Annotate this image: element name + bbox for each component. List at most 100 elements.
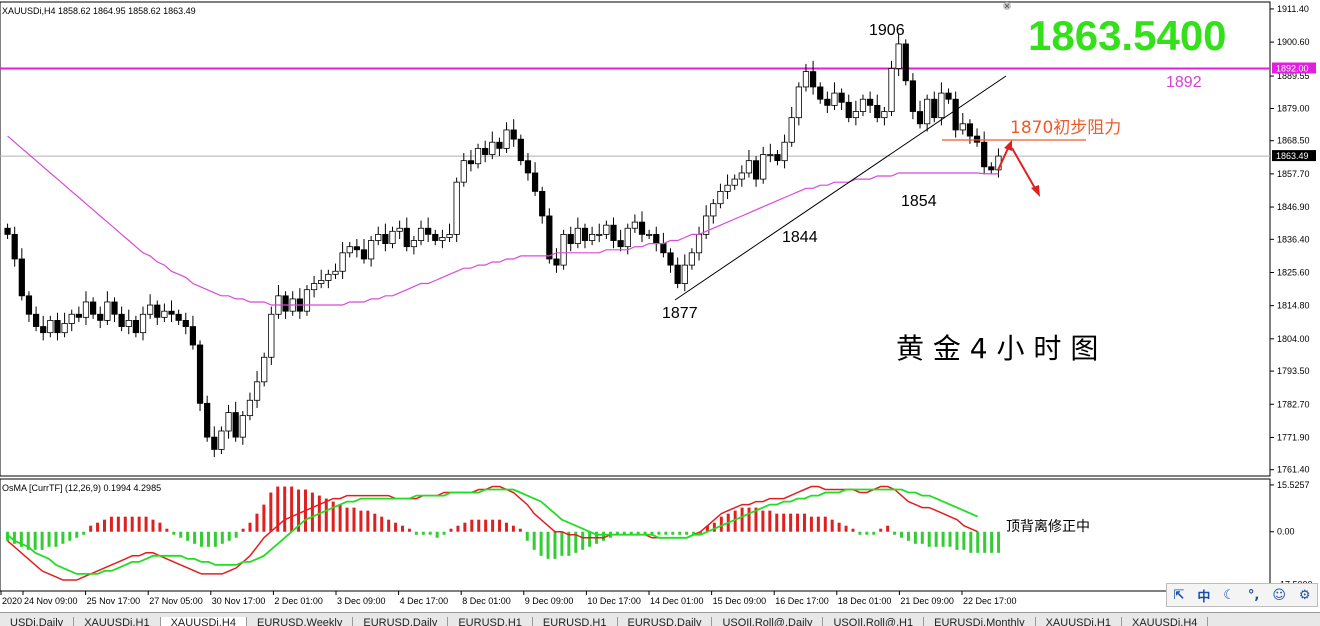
candle-body xyxy=(596,233,603,236)
level-tag-bg xyxy=(1272,62,1316,74)
current-price-tag: 1863.49 xyxy=(1276,151,1309,161)
chart-tab[interactable]: XAUUSDi,H1 xyxy=(74,617,161,626)
candle-body xyxy=(738,172,745,180)
price-tick-label: 1771.90 xyxy=(1277,432,1310,442)
candle-body xyxy=(104,301,111,321)
price-tick-label: 1761.40 xyxy=(1277,465,1310,475)
candle-body xyxy=(667,252,674,266)
candle-body xyxy=(624,227,631,248)
candle-body xyxy=(161,310,168,318)
candle-body xyxy=(460,160,467,183)
candle-body xyxy=(859,98,867,112)
chart-tab[interactable]: XAUUSDi,H1 xyxy=(1036,617,1122,626)
level-tag: 1892.00 xyxy=(1276,64,1309,74)
chart-tab[interactable]: XAUUSDi,H4 xyxy=(1122,617,1209,626)
time-tick-label: 18 Dec 01:00 xyxy=(838,596,892,606)
candle-body xyxy=(40,326,47,334)
candle-body xyxy=(560,233,567,266)
ime-toggle-icon[interactable]: ⇱ xyxy=(1173,587,1185,603)
candle-body xyxy=(824,98,831,106)
moving-average-line xyxy=(7,135,999,306)
candle-body xyxy=(588,233,596,241)
candle-body xyxy=(603,224,610,235)
candle-body xyxy=(517,138,524,162)
candle-body xyxy=(32,313,40,327)
down-arrow-icon xyxy=(1011,147,1040,197)
candle-body xyxy=(574,227,581,245)
chart-tab[interactable]: USOIl,Roll@,H1 xyxy=(823,617,925,626)
candle-body xyxy=(54,320,61,334)
candle-body xyxy=(881,111,888,119)
chart-tab[interactable]: EURUSD,Daily xyxy=(353,617,449,626)
candle-body xyxy=(482,147,489,155)
candle-body xyxy=(524,160,532,174)
candle-body xyxy=(852,111,859,119)
candle-body xyxy=(154,304,161,318)
candle-body xyxy=(403,227,410,248)
candle-body xyxy=(253,381,261,401)
candle-body xyxy=(802,71,810,88)
candle-body xyxy=(838,92,845,103)
time-tick-label: 10 Dec 17:00 xyxy=(587,596,641,606)
candle-body xyxy=(346,246,353,254)
label-1892: 1892 xyxy=(1166,74,1202,91)
candle-body xyxy=(567,233,574,245)
candle-body xyxy=(439,237,446,241)
osma-pane-frame xyxy=(0,478,1271,592)
ime-lang[interactable]: 中 xyxy=(1197,589,1211,605)
candle-body xyxy=(453,181,460,235)
chart-tab[interactable]: EURUSD,Weekly xyxy=(247,617,354,626)
time-tick-label: 2 Dec 01:00 xyxy=(274,596,323,606)
candle-body xyxy=(246,399,254,417)
candle-body xyxy=(360,249,368,260)
big-price: 1863.5400 xyxy=(1028,12,1227,59)
candle-body xyxy=(425,227,432,235)
chart-tab[interactable]: EURUSDi,Monthly xyxy=(924,617,1036,626)
candle-body xyxy=(261,356,268,383)
chart-tab[interactable]: EURUSD,Daily xyxy=(618,617,713,626)
moon-icon[interactable]: ☾ xyxy=(1223,587,1235,603)
candle-body xyxy=(325,273,332,281)
candle-body xyxy=(695,233,703,254)
candle-body xyxy=(952,98,959,131)
price-tick-label: 1911.40 xyxy=(1277,4,1309,14)
candle-body xyxy=(61,323,68,334)
candle-body xyxy=(646,233,653,236)
candle-body xyxy=(945,92,952,100)
candle-body xyxy=(303,289,311,312)
ime-toolbar[interactable]: ⇱ 中 ☾ °, ☺ ⚙ xyxy=(1166,583,1318,607)
candle-body xyxy=(731,178,738,186)
emoji-icon[interactable]: ☺ xyxy=(1272,587,1286,603)
close-chart-icon[interactable] xyxy=(1003,2,1011,10)
candle-body xyxy=(660,243,667,254)
candle-body xyxy=(874,104,881,119)
chart-tab[interactable]: USDi,Daily xyxy=(0,617,75,626)
candle-body xyxy=(781,141,788,162)
candle-body xyxy=(710,203,717,217)
candle-body xyxy=(496,141,503,149)
trendline[interactable] xyxy=(674,75,1007,301)
time-tick-label: 25 Nov 17:00 xyxy=(87,596,141,606)
candle-body xyxy=(268,313,275,358)
time-tick-label: 27 Nov 05:00 xyxy=(149,596,203,606)
chart-tab[interactable]: XAUUSDi,H4 xyxy=(160,617,247,626)
chart-tab[interactable]: EURUSD,H1 xyxy=(448,617,533,626)
candle-body xyxy=(888,68,895,112)
candle-body xyxy=(111,301,118,315)
candle-body xyxy=(531,172,539,192)
candle-body xyxy=(417,227,425,241)
candles-layer xyxy=(0,33,1270,458)
candle-body xyxy=(204,402,211,438)
chart-tab[interactable]: EURUSD,H1 xyxy=(533,617,618,626)
punctuation-icon[interactable]: °, xyxy=(1247,587,1260,603)
candle-body xyxy=(909,80,917,112)
settings-icon[interactable]: ⚙ xyxy=(1298,587,1311,603)
candle-body xyxy=(788,117,795,143)
candle-body xyxy=(760,154,767,180)
candle-body xyxy=(916,111,924,125)
chart-tab[interactable]: USOIl,Roll@,Daily xyxy=(712,617,824,626)
candle-body xyxy=(97,313,104,321)
candle-body xyxy=(232,412,239,438)
candle-body xyxy=(47,320,54,334)
